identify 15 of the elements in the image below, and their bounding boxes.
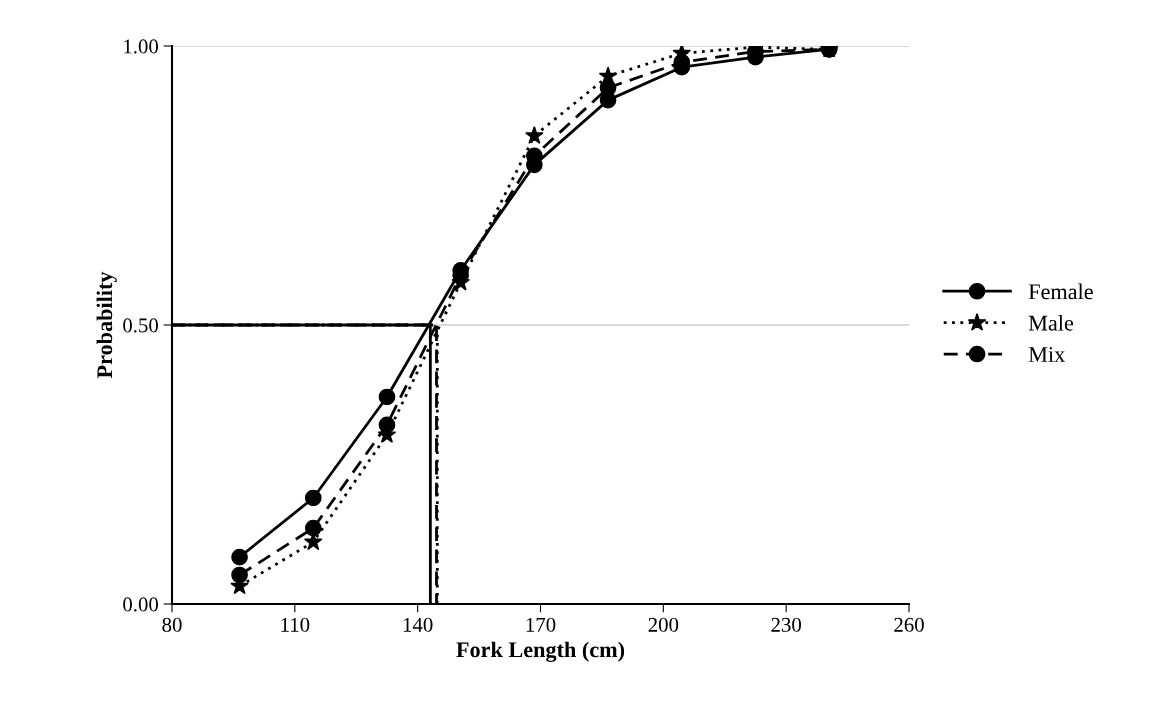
- legend-label: Female: [1028, 283, 1093, 300]
- x-tick-label: 260: [894, 617, 924, 632]
- x-tick-label: 140: [403, 617, 433, 632]
- x-tick-label: 110: [281, 617, 310, 632]
- y-tick-label: 1.00: [124, 39, 159, 54]
- legend-label: Mix: [1028, 347, 1065, 362]
- y-tick-label: 0.50: [123, 318, 159, 333]
- x-tick-label: 170: [526, 617, 556, 632]
- y-tick-label: 0.00: [123, 597, 159, 612]
- x-tick-label: 200: [648, 617, 679, 632]
- y-axis-title: Probability: [96, 271, 117, 379]
- x-tick-label: 80: [162, 617, 182, 632]
- x-axis-title: Fork Length (cm): [456, 641, 625, 662]
- x-tick-label: 230: [771, 617, 801, 632]
- legend-label: Male: [1028, 314, 1074, 331]
